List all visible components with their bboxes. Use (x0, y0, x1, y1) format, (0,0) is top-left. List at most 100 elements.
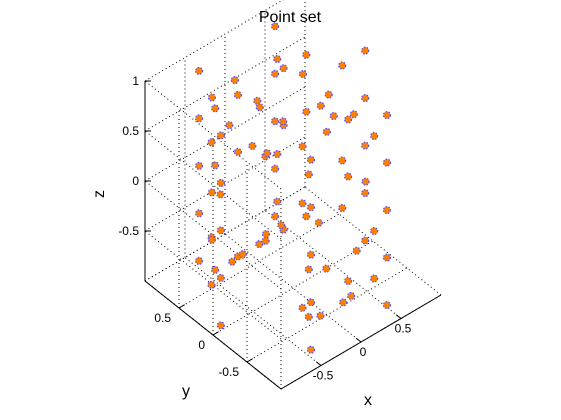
data-point (279, 117, 288, 126)
data-point (216, 131, 225, 140)
x-tick-label: 0 (360, 345, 367, 359)
data-point (361, 236, 370, 245)
data-point (207, 280, 216, 289)
data-point (370, 274, 379, 283)
data-point (273, 197, 282, 206)
data-point (230, 75, 239, 85)
data-point (194, 209, 204, 218)
data-point (338, 61, 347, 70)
data-point (216, 321, 225, 330)
data-point (370, 131, 379, 141)
x-tick (355, 337, 362, 343)
data-point (382, 111, 392, 120)
data-point (211, 161, 220, 170)
data-point (207, 93, 216, 102)
data-point (329, 111, 338, 121)
z-tick-label: 0 (132, 174, 139, 188)
data-point (298, 199, 307, 208)
data-point (270, 212, 280, 221)
grid-line (144, 36, 306, 132)
data-point (298, 303, 307, 312)
data-point (238, 250, 247, 259)
data-point (298, 69, 307, 79)
data-point (263, 149, 272, 158)
data-point (255, 240, 264, 249)
y-tick (178, 304, 185, 309)
y-tick-label: 0 (198, 338, 205, 352)
grid-line (144, 180, 282, 290)
data-point (277, 221, 286, 230)
data-point (216, 178, 225, 188)
chart-title: Point set (259, 9, 322, 26)
z-axis-label: z (91, 190, 108, 198)
data-point (344, 172, 353, 181)
chart-grid (144, 0, 442, 390)
data-point (248, 141, 257, 151)
grid-line (144, 186, 306, 282)
data-point (344, 276, 353, 286)
x-axis-label: x (364, 392, 372, 409)
data-point (322, 264, 331, 273)
data-point (316, 311, 325, 320)
data-point (211, 104, 220, 113)
data-point (322, 127, 331, 136)
data-point (314, 218, 323, 227)
grid-line (144, 0, 284, 82)
data-point (207, 235, 216, 245)
data-point (270, 164, 280, 173)
grid-line (184, 257, 322, 366)
y-axis-label: y (182, 383, 190, 400)
x-tick-label: -0.5 (313, 369, 334, 383)
grid-line (178, 213, 340, 309)
data-point (339, 298, 348, 307)
data-point (361, 93, 370, 103)
data-point (228, 257, 237, 266)
z-tick-label: 1 (132, 74, 139, 88)
data-point (370, 226, 379, 236)
data-point (211, 265, 220, 274)
x-tick (315, 361, 322, 366)
data-point (304, 312, 313, 322)
data-point (382, 158, 392, 167)
data-point (304, 170, 313, 179)
data-point (270, 117, 280, 126)
data-point (382, 301, 392, 310)
grid-line (212, 240, 374, 336)
data-point (298, 142, 307, 151)
data-point (216, 190, 225, 199)
data-point (302, 212, 311, 221)
y-tick (246, 358, 253, 363)
data-point (194, 256, 204, 265)
data-point (216, 226, 225, 235)
z-tick-label: -0.5 (118, 224, 139, 238)
grid-line (144, 230, 282, 340)
x-tick (395, 314, 402, 319)
data-point (302, 107, 311, 116)
grid-line (144, 80, 282, 190)
grid-line (144, 86, 306, 182)
grid-line (224, 233, 362, 343)
data-point (338, 203, 347, 213)
data-point (207, 188, 216, 197)
data-point (347, 291, 356, 301)
data-point (344, 115, 353, 124)
grid-line (144, 136, 306, 232)
data-point (261, 236, 270, 245)
data-point (306, 155, 316, 164)
data-point (361, 177, 370, 186)
data-point (255, 103, 264, 112)
data-point (306, 203, 316, 212)
data-point (361, 188, 370, 198)
x-tick-label: 0.5 (395, 322, 412, 336)
grid-line (304, 186, 442, 296)
data-point (279, 64, 288, 73)
grid-line (246, 267, 408, 363)
data-point (338, 156, 347, 165)
data-point (216, 273, 225, 283)
data-point (316, 101, 325, 110)
y-tick-label: -0.5 (218, 365, 239, 379)
data-point (306, 345, 316, 354)
grid-line (264, 210, 402, 319)
y-tick (212, 331, 219, 336)
data-point (233, 90, 242, 100)
